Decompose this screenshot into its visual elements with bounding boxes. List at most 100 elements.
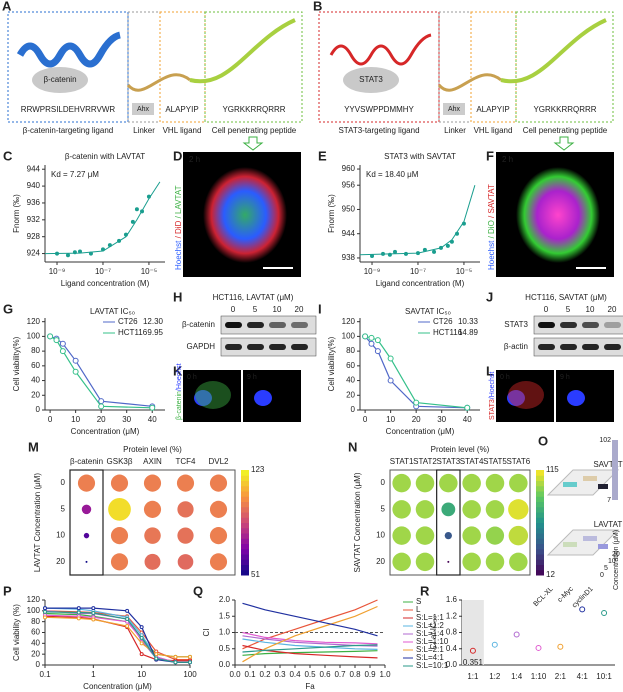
point bbox=[117, 238, 122, 243]
cell bbox=[516, 167, 600, 263]
x-axis-title: Fa bbox=[305, 682, 315, 691]
section-label: Cell penetrating peptide bbox=[212, 126, 297, 135]
gene-label: cyclinD1 bbox=[571, 586, 595, 610]
x-tick-label: 10 bbox=[71, 415, 80, 424]
y-tick-label: 120 bbox=[27, 595, 41, 604]
cell-dot bbox=[485, 552, 505, 572]
cell-dot bbox=[439, 473, 458, 493]
lane-label: 0 bbox=[231, 305, 236, 314]
point bbox=[77, 249, 82, 254]
cell-dot bbox=[485, 500, 505, 519]
blot-strip bbox=[220, 337, 317, 357]
x-tick-label: 1.0 bbox=[379, 670, 391, 679]
cell-dot bbox=[83, 532, 90, 539]
lane-label: 20 bbox=[608, 305, 617, 314]
section-label: VHL ligand bbox=[474, 126, 513, 135]
x-axis-title: Concentration (μM) bbox=[71, 427, 140, 436]
colorbar-step bbox=[241, 512, 249, 518]
colorbar-label: 123 bbox=[251, 465, 265, 474]
linker bbox=[126, 73, 191, 92]
point bbox=[535, 644, 542, 651]
cell-dot bbox=[209, 500, 228, 518]
point bbox=[76, 616, 81, 621]
time-label: 0 h bbox=[500, 374, 510, 381]
time-label: 2 h bbox=[502, 155, 513, 164]
point bbox=[464, 404, 471, 411]
column-label: STAT3 bbox=[436, 457, 460, 466]
bar-top bbox=[563, 482, 577, 487]
colorbar-label: 51 bbox=[251, 570, 260, 579]
cell bbox=[203, 167, 287, 263]
boxed-column bbox=[436, 469, 461, 576]
bar-top bbox=[583, 476, 597, 481]
cell-dot bbox=[81, 504, 92, 515]
column-label: GSK3β bbox=[107, 457, 133, 466]
point bbox=[123, 232, 128, 237]
section-box bbox=[318, 11, 440, 123]
cell-dot bbox=[176, 474, 195, 492]
legend-label: S:L=1:10 bbox=[416, 637, 449, 646]
time-label: 0 h bbox=[187, 374, 197, 381]
section-box bbox=[470, 11, 517, 123]
cell-dot bbox=[143, 474, 162, 492]
chart-title: SAVTAT IC₅₀ bbox=[405, 307, 451, 316]
y-tick-label: 20 bbox=[31, 390, 40, 399]
point bbox=[146, 194, 151, 199]
cell-dot bbox=[509, 473, 528, 493]
point bbox=[139, 652, 144, 657]
time-label: 2 h bbox=[189, 155, 200, 164]
y-tick-label: 120 bbox=[342, 317, 356, 326]
protein-name: STAT3 bbox=[359, 75, 383, 84]
colorbar-step bbox=[241, 554, 249, 560]
nucleus bbox=[194, 390, 212, 406]
point bbox=[513, 631, 520, 638]
legend-label: CT26 bbox=[433, 317, 453, 326]
stain-part: Hoechst bbox=[487, 240, 496, 270]
y-tick-label: 20 bbox=[346, 390, 355, 399]
point bbox=[91, 611, 96, 615]
y-tick-label: 80 bbox=[346, 346, 355, 355]
legend-label: S:L=1:1 bbox=[416, 613, 444, 622]
y-tick-label: 0.0 bbox=[219, 660, 231, 669]
band bbox=[269, 344, 286, 350]
sequence: RRWPRSILDEHVRRVWR bbox=[21, 105, 116, 114]
series-line bbox=[242, 599, 378, 650]
ligand-shape bbox=[329, 33, 432, 66]
point bbox=[188, 660, 192, 665]
point bbox=[173, 660, 178, 665]
legend-label: CT26 bbox=[118, 317, 138, 326]
x-tick-label: 1:1 bbox=[467, 672, 479, 681]
x-tick-label: 4:1 bbox=[577, 672, 589, 681]
chart-title: β-catenin with LAVTAT bbox=[65, 152, 145, 161]
colorbar-step bbox=[241, 480, 249, 487]
ahx-box bbox=[132, 103, 154, 115]
lane-label: 10 bbox=[586, 305, 595, 314]
panel-letter: I bbox=[318, 301, 322, 316]
point bbox=[374, 337, 381, 344]
series-line bbox=[242, 602, 378, 637]
cell-dot bbox=[485, 473, 505, 493]
cell-dot bbox=[110, 553, 129, 571]
band bbox=[291, 322, 308, 328]
series-line bbox=[44, 615, 190, 662]
cpp-seq: YGRKKRRQRRR bbox=[533, 105, 596, 114]
point bbox=[362, 333, 369, 340]
cell-dot bbox=[485, 526, 505, 545]
cell-dot bbox=[209, 553, 228, 571]
colorbar-step bbox=[241, 543, 249, 550]
panel-letter: D bbox=[173, 148, 182, 163]
cell-dot bbox=[77, 474, 96, 492]
x-tick-label: 10 bbox=[137, 670, 146, 679]
series-line bbox=[44, 616, 190, 658]
scale-label: 7 bbox=[607, 497, 611, 504]
point bbox=[579, 606, 586, 613]
panel-letter: F bbox=[486, 148, 494, 163]
cell-dot bbox=[415, 526, 435, 545]
point bbox=[125, 616, 130, 621]
protein-blob bbox=[32, 67, 88, 93]
x-tick-label: 0.6 bbox=[319, 670, 331, 679]
panel-letter: A bbox=[2, 0, 12, 13]
chart-title: STAT3 with SAVTAT bbox=[384, 152, 456, 161]
colorbar-step bbox=[241, 527, 249, 534]
